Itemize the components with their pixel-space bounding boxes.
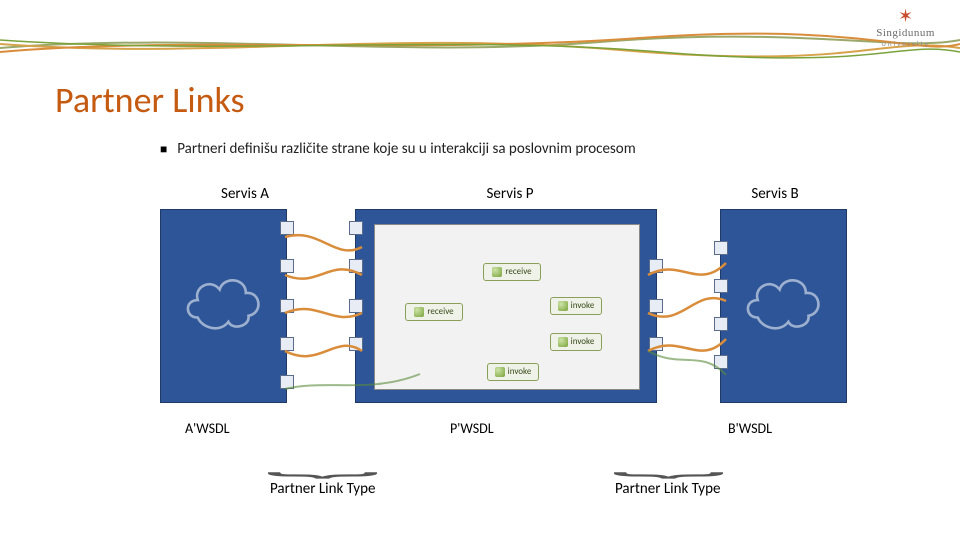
port-icon bbox=[649, 337, 663, 351]
activity-label: receive bbox=[427, 303, 453, 321]
service-b-box bbox=[720, 209, 847, 403]
partner-link-type-right: Partner Link Type bbox=[615, 480, 720, 498]
bullet-text: Partneri definišu različite strane koje … bbox=[177, 140, 635, 160]
port-icon bbox=[714, 279, 728, 293]
activity-glyph-icon bbox=[558, 301, 568, 311]
partner-link-type-left: Partner Link Type bbox=[270, 480, 375, 498]
partner-links-diagram: Servis A Servis P Servis B receivereceiv… bbox=[150, 185, 850, 495]
port-icon bbox=[280, 375, 294, 389]
slide-title: Partner Links bbox=[55, 78, 245, 122]
cloud-icon bbox=[179, 265, 269, 335]
port-icon bbox=[649, 299, 663, 313]
wsdl-a-label: A'WSDL bbox=[185, 420, 230, 437]
port-icon bbox=[280, 259, 294, 273]
process-canvas: receive receive invoke invoke invoke bbox=[374, 224, 640, 390]
bullet-item: ■ Partneri definišu različite strane koj… bbox=[160, 140, 800, 160]
port-icon bbox=[280, 221, 294, 235]
activity-glyph-icon bbox=[495, 367, 505, 377]
brace-icon: ⏟ bbox=[612, 446, 725, 477]
port-icon bbox=[714, 241, 728, 255]
service-b-label: Servis B bbox=[705, 185, 845, 203]
activity-invoke2: invoke bbox=[550, 333, 602, 351]
service-p-box: receive receive invoke invoke invoke bbox=[355, 209, 657, 403]
bullet-icon: ■ bbox=[160, 140, 167, 160]
port-icon bbox=[280, 299, 294, 313]
service-a-label: Servis A bbox=[175, 185, 315, 203]
brand-logo: ✶ Singidunum University bbox=[876, 5, 935, 48]
activity-label: invoke bbox=[571, 297, 595, 315]
activity-receive1: receive bbox=[483, 263, 541, 281]
activity-glyph-icon bbox=[492, 267, 502, 277]
brand-sub: University bbox=[876, 39, 935, 48]
service-a-box bbox=[160, 209, 287, 403]
activity-label: invoke bbox=[571, 333, 595, 351]
port-icon bbox=[280, 337, 294, 351]
cloud-icon bbox=[739, 265, 829, 335]
port-icon bbox=[349, 299, 363, 313]
brace-icon: ⏟ bbox=[266, 446, 379, 477]
activity-invoke3: invoke bbox=[487, 363, 539, 381]
activity-label: receive bbox=[505, 263, 531, 281]
port-icon bbox=[349, 221, 363, 235]
wsdl-p-label: P'WSDL bbox=[450, 420, 494, 437]
activity-glyph-icon bbox=[414, 307, 424, 317]
port-icon bbox=[714, 317, 728, 331]
activity-glyph-icon bbox=[558, 337, 568, 347]
brand-name: Singidunum bbox=[876, 27, 935, 39]
header-decorative-wave bbox=[0, 30, 960, 60]
activity-label: invoke bbox=[508, 363, 532, 381]
port-icon bbox=[714, 355, 728, 369]
service-p-label: Servis P bbox=[440, 185, 580, 203]
port-icon bbox=[349, 337, 363, 351]
brand-symbol-icon: ✶ bbox=[876, 5, 935, 27]
port-icon bbox=[649, 259, 663, 273]
wsdl-b-label: B'WSDL bbox=[728, 420, 772, 437]
activity-invoke1: invoke bbox=[550, 297, 602, 315]
activity-receive2: receive bbox=[405, 303, 463, 321]
port-icon bbox=[349, 259, 363, 273]
